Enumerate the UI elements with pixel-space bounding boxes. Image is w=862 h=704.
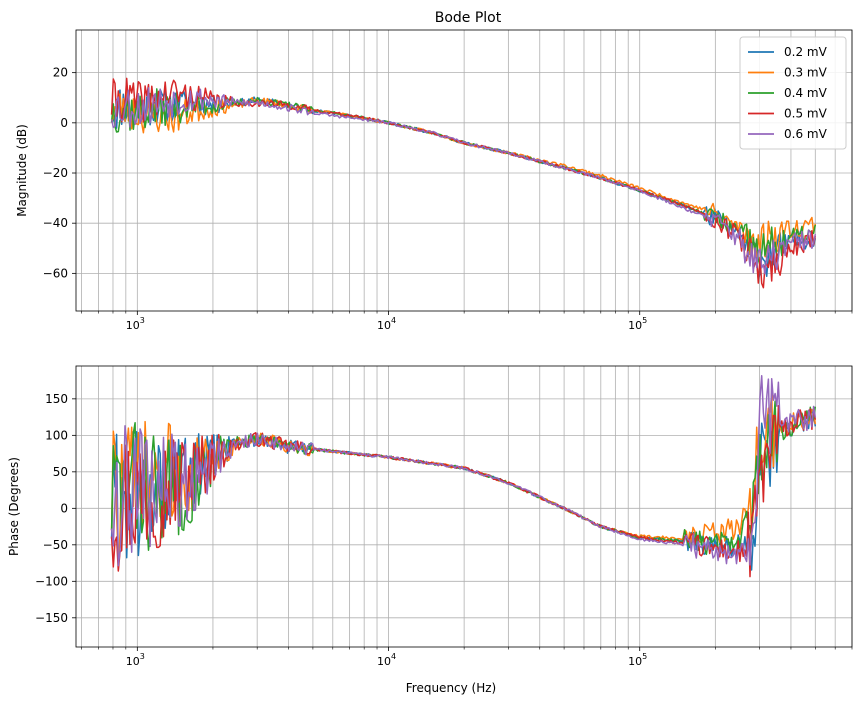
y-tick-label: 0 (60, 116, 68, 130)
y-tick-label: −20 (43, 166, 68, 180)
y-tick-label: 150 (45, 392, 68, 406)
magnitude-legend: 0.2 mV 0.3 mV 0.4 mV 0.5 mV 0.6 mV (739, 36, 847, 150)
legend-label: 0.3 mV (784, 66, 828, 80)
y-tick-label: 0 (60, 501, 68, 515)
legend-label: 0.2 mV (784, 45, 828, 59)
x-tick-label: 105 (628, 652, 647, 668)
magnitude-series (110, 77, 817, 289)
series-line-0-6-mV (110, 375, 817, 567)
phase-panel: 103 104 105 −150 −100 −50 0 50 100 150 Phase (Degr… (7, 365, 853, 668)
y-tick-label: −50 (43, 538, 68, 552)
series-line-0-6-mV (110, 87, 817, 275)
x-tick-label: 103 (126, 652, 145, 668)
magnitude-grid (76, 30, 853, 311)
series-line-0-4-mV (110, 400, 817, 556)
y-tick-label: 50 (53, 465, 68, 479)
y-axis-label: Magnitude (dB) (15, 124, 29, 217)
x-axis-label: Frequency (Hz) (406, 681, 497, 695)
magnitude-panel: 103 104 105 −60 −40 −20 0 20 Magnitude (dB) 0.2 … (15, 29, 853, 332)
magnitude-axes: 103 104 105 −60 −40 −20 0 20 Magnitude (dB) (15, 29, 853, 332)
y-tick-label: −60 (43, 266, 68, 280)
series-line-0-2-mV (111, 87, 817, 280)
y-tick-label: −40 (43, 216, 68, 230)
x-tick-label: 103 (126, 316, 145, 332)
phase-axes: 103 104 105 −150 −100 −50 0 50 100 150 Phase (Degr… (7, 365, 853, 668)
y-tick-label: 20 (53, 66, 68, 80)
phase-series (110, 375, 817, 578)
legend-box (739, 36, 847, 150)
legend-label: 0.4 mV (784, 86, 828, 100)
legend-label: 0.5 mV (784, 107, 828, 121)
y-tick-label: −150 (35, 611, 68, 625)
x-tick-label: 105 (628, 316, 647, 332)
y-tick-label: −100 (35, 574, 68, 588)
series-line-0-5-mV (110, 404, 817, 578)
phase-grid (76, 366, 853, 647)
x-tick-label: 104 (377, 316, 396, 332)
legend-label: 0.6 mV (784, 127, 828, 141)
y-axis-label: Phase (Degrees) (7, 457, 21, 556)
y-tick-label: 100 (45, 428, 68, 442)
chart-title: Bode Plot (435, 10, 502, 26)
x-tick-label: 104 (377, 652, 396, 668)
